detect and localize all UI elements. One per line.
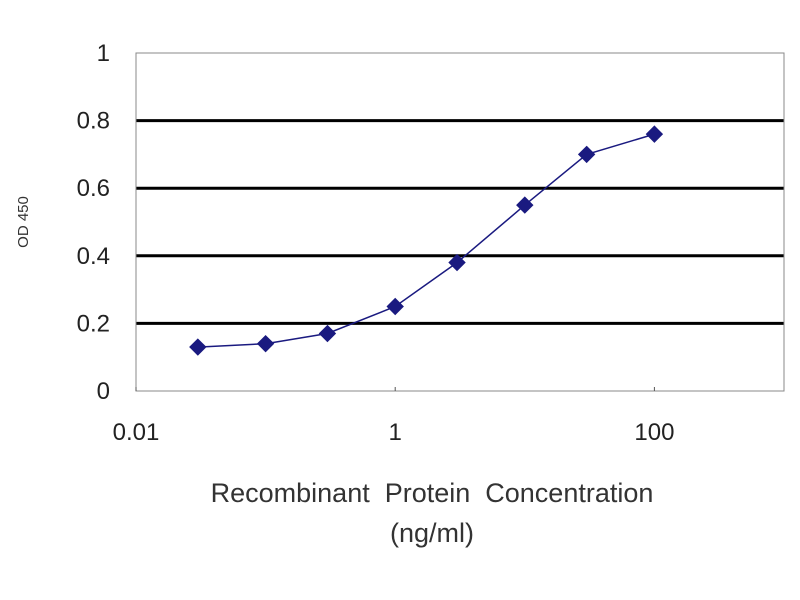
- plot-frame: [135, 52, 785, 392]
- data-point-marker: [448, 253, 466, 272]
- grid-lines: [136, 119, 784, 325]
- y-tick-label: 0.6: [77, 175, 110, 202]
- x-tick-label: 100: [634, 419, 674, 446]
- data-point-marker: [516, 196, 534, 214]
- series-line: [197, 133, 655, 348]
- data-point-marker: [645, 125, 664, 143]
- x-axis-tick-labels: 0.01 1 100: [113, 387, 674, 446]
- series: [189, 125, 664, 356]
- y-tick-label: 0.4: [77, 243, 110, 270]
- data-point-marker: [577, 145, 596, 164]
- x-tick-label: 0.01: [113, 419, 160, 446]
- y-tick-label: 1: [97, 40, 110, 67]
- x-axis-title: Recombinant Protein Concentration: [211, 478, 654, 508]
- x-axis-unit: (ng/ml): [390, 518, 474, 548]
- x-tick-label: 1: [389, 419, 402, 446]
- data-point-marker: [386, 297, 404, 316]
- data-point-marker: [318, 324, 337, 343]
- data-point-marker: [189, 338, 207, 356]
- y-tick-label: 0: [97, 378, 110, 405]
- data-point-marker: [256, 334, 275, 353]
- y-axis-title: OD 450: [15, 196, 32, 248]
- y-tick-label: 0.8: [77, 108, 110, 135]
- y-axis-tick-labels: 0 0.2 0.4 0.6 0.8 1: [77, 40, 110, 405]
- y-tick-label: 0.2: [77, 310, 110, 337]
